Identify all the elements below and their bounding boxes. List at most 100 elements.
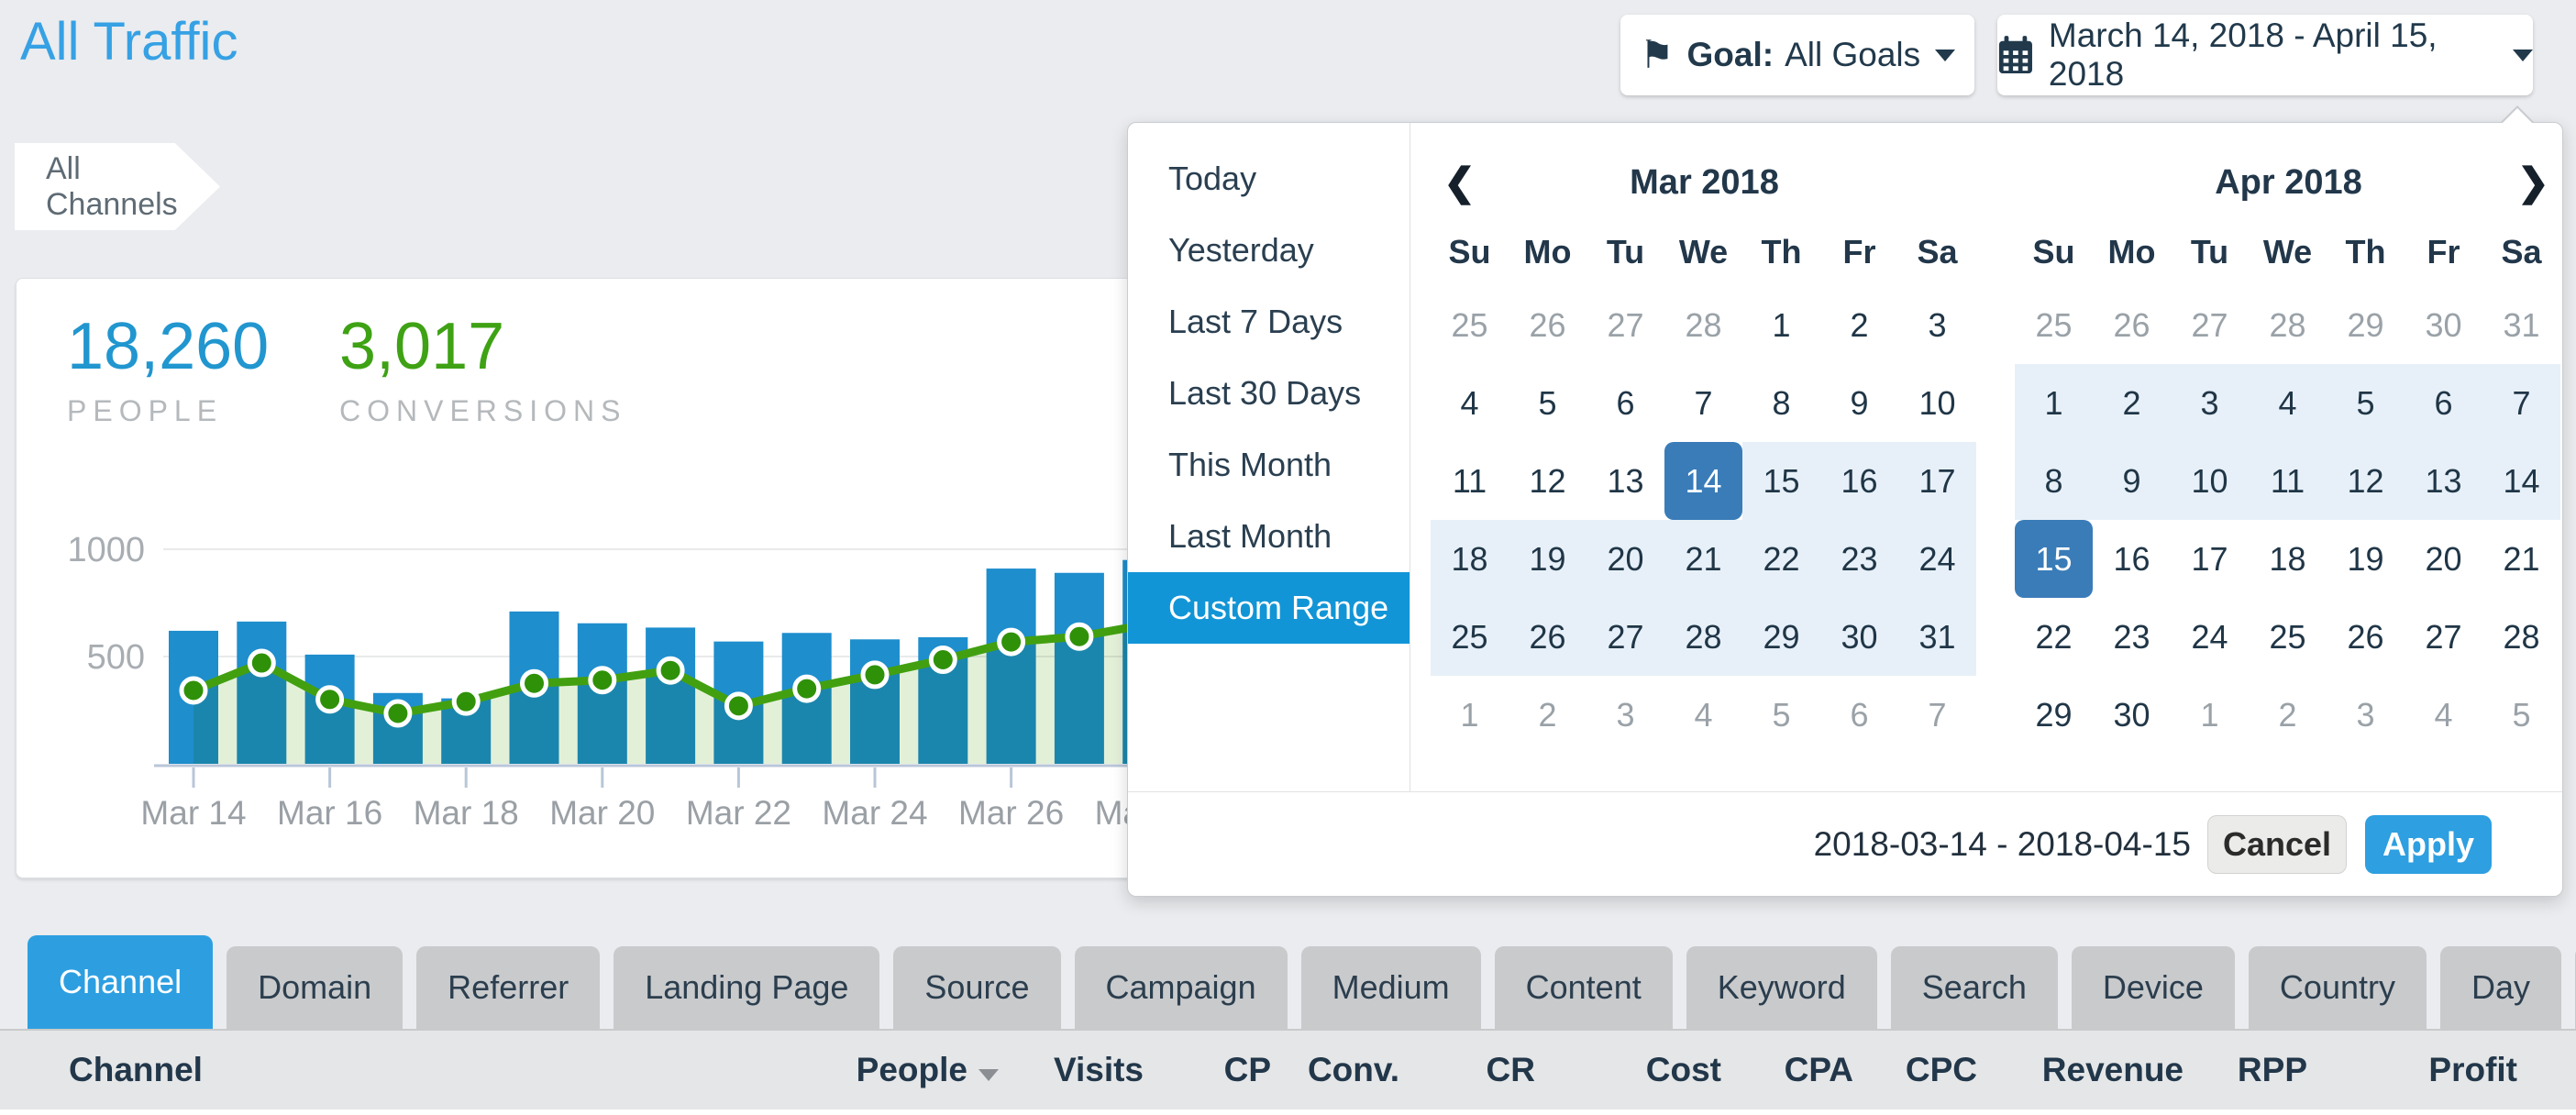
calendar-day[interactable]: 30: [1820, 598, 1898, 676]
cancel-button[interactable]: Cancel: [2207, 815, 2347, 874]
calendar-day[interactable]: 3: [1616, 696, 1635, 734]
calendar-day[interactable]: 15: [1742, 442, 1820, 520]
calendar-day[interactable]: 1: [1772, 306, 1791, 344]
calendar-day[interactable]: 10: [2171, 442, 2249, 520]
calendar-day[interactable]: 23: [1820, 520, 1898, 598]
column-header-visits[interactable]: Visits: [1053, 1051, 1144, 1088]
preset-last-month[interactable]: Last Month: [1168, 517, 1332, 555]
tab-source[interactable]: Source: [893, 946, 1061, 1029]
preset-this-month[interactable]: This Month: [1168, 446, 1332, 483]
calendar-day[interactable]: 28: [1664, 598, 1742, 676]
calendar-day[interactable]: 11: [1452, 462, 1487, 500]
calendar-day[interactable]: 9: [1850, 384, 1869, 422]
calendar-day[interactable]: 28: [1685, 306, 1722, 344]
calendar-day[interactable]: 5: [1538, 384, 1557, 422]
calendar-day[interactable]: 3: [1928, 306, 1947, 344]
calendar-day[interactable]: 23: [2113, 618, 2150, 656]
tab-medium[interactable]: Medium: [1300, 946, 1481, 1029]
tab-day[interactable]: Day: [2439, 946, 2562, 1029]
calendar-day[interactable]: 4: [1694, 696, 1713, 734]
calendar-day[interactable]: 11: [2249, 442, 2327, 520]
calendar-day[interactable]: 27: [1587, 598, 1664, 676]
column-header-cp[interactable]: CP: [1223, 1051, 1271, 1088]
calendar-day[interactable]: 4: [2249, 364, 2327, 442]
tab-search[interactable]: Search: [1890, 946, 2058, 1029]
calendar-day[interactable]: 20: [1587, 520, 1664, 598]
calendar-day[interactable]: 7: [1694, 384, 1713, 422]
calendar-day[interactable]: 1: [2015, 364, 2093, 442]
calendar-day[interactable]: 19: [2347, 540, 2384, 578]
calendar-day[interactable]: 22: [2035, 618, 2073, 656]
tab-keyword[interactable]: Keyword: [1686, 946, 1877, 1029]
calendar-day[interactable]: 13: [2405, 442, 2482, 520]
calendar-day[interactable]: 26: [1509, 598, 1587, 676]
calendar-day[interactable]: 7: [1928, 696, 1947, 734]
calendar-day[interactable]: 29: [1742, 598, 1820, 676]
calendar-day[interactable]: 12: [1529, 462, 1566, 500]
calendar-day[interactable]: 3: [2356, 696, 2375, 734]
calendar-day[interactable]: 6: [2405, 364, 2482, 442]
calendar-day[interactable]: 8: [1772, 384, 1791, 422]
apply-button[interactable]: Apply: [2365, 815, 2492, 874]
preset-last-7-days[interactable]: Last 7 Days: [1168, 303, 1343, 340]
next-month-icon[interactable]: ❯: [2516, 160, 2549, 204]
column-header-cost[interactable]: Cost: [1645, 1051, 1721, 1088]
calendar-day[interactable]: 21: [2503, 540, 2540, 578]
date-range-button[interactable]: March 14, 2018 - April 15, 2018: [1997, 15, 2533, 95]
breadcrumb[interactable]: All Channels: [15, 143, 220, 230]
calendar-day[interactable]: 9: [2093, 442, 2171, 520]
calendar-day[interactable]: 29: [2347, 306, 2384, 344]
prev-month-icon[interactable]: ❮: [1443, 160, 1476, 204]
tab-landing-page[interactable]: Landing Page: [614, 946, 880, 1029]
column-header-profit[interactable]: Profit: [2428, 1051, 2517, 1088]
tab-country[interactable]: Country: [2248, 946, 2427, 1029]
calendar-day[interactable]: 20: [2425, 540, 2462, 578]
preset-custom-range[interactable]: Custom Range: [1128, 572, 1410, 644]
calendar-day[interactable]: 28: [2269, 306, 2306, 344]
calendar-day[interactable]: 27: [2425, 618, 2462, 656]
calendar-day[interactable]: 4: [2434, 696, 2453, 734]
calendar-day[interactable]: 27: [1607, 306, 1644, 344]
column-header-revenue[interactable]: Revenue: [2041, 1051, 2184, 1088]
tab-device[interactable]: Device: [2071, 946, 2235, 1029]
tab-domain[interactable]: Domain: [227, 946, 404, 1029]
calendar-day[interactable]: 17: [2191, 540, 2228, 578]
calendar-day[interactable]: 25: [2035, 306, 2073, 344]
calendar-day[interactable]: 24: [1898, 520, 1976, 598]
calendar-day[interactable]: 2: [2093, 364, 2171, 442]
calendar-day[interactable]: 16: [1820, 442, 1898, 520]
tab-content[interactable]: Content: [1494, 946, 1673, 1029]
calendar-day[interactable]: 31: [2503, 306, 2540, 344]
calendar-day[interactable]: 30: [2113, 696, 2150, 734]
calendar-day[interactable]: 17: [1898, 442, 1976, 520]
calendar-day[interactable]: 3: [2171, 364, 2249, 442]
calendar-day[interactable]: 1: [2200, 696, 2219, 734]
calendar-day[interactable]: 30: [2425, 306, 2462, 344]
calendar-day[interactable]: 18: [2269, 540, 2306, 578]
goal-selector-button[interactable]: ⚑ Goal: All Goals: [1620, 15, 1974, 95]
tab-referrer[interactable]: Referrer: [416, 946, 601, 1029]
column-header-people[interactable]: People: [815, 1051, 999, 1089]
calendar-day[interactable]: 7: [2482, 364, 2560, 442]
calendar-day[interactable]: 25: [1451, 306, 1488, 344]
calendar-day[interactable]: 2: [1850, 306, 1869, 344]
calendar-day[interactable]: 31: [1898, 598, 1976, 676]
calendar-day[interactable]: 24: [2191, 618, 2228, 656]
calendar-day[interactable]: 4: [1460, 384, 1479, 422]
calendar-day[interactable]: 18: [1431, 520, 1509, 598]
column-header-channel[interactable]: Channel: [69, 1051, 203, 1088]
calendar-day[interactable]: 1: [1460, 696, 1479, 734]
calendar-day[interactable]: 26: [2113, 306, 2150, 344]
column-header-cpa[interactable]: CPA: [1784, 1051, 1853, 1088]
tab-channel[interactable]: Channel: [28, 935, 214, 1029]
calendar-day[interactable]: 5: [2327, 364, 2405, 442]
calendar-day[interactable]: 19: [1509, 520, 1587, 598]
calendar-day[interactable]: 5: [1772, 696, 1791, 734]
calendar-day[interactable]: 29: [2035, 696, 2073, 734]
calendar-day[interactable]: 26: [2347, 618, 2384, 656]
calendar-day[interactable]: 28: [2503, 618, 2540, 656]
calendar-day[interactable]: 27: [2191, 306, 2228, 344]
calendar-day[interactable]: 10: [1918, 384, 1956, 422]
column-header-cpc[interactable]: CPC: [1905, 1051, 1977, 1088]
calendar-day[interactable]: 8: [2015, 442, 2093, 520]
